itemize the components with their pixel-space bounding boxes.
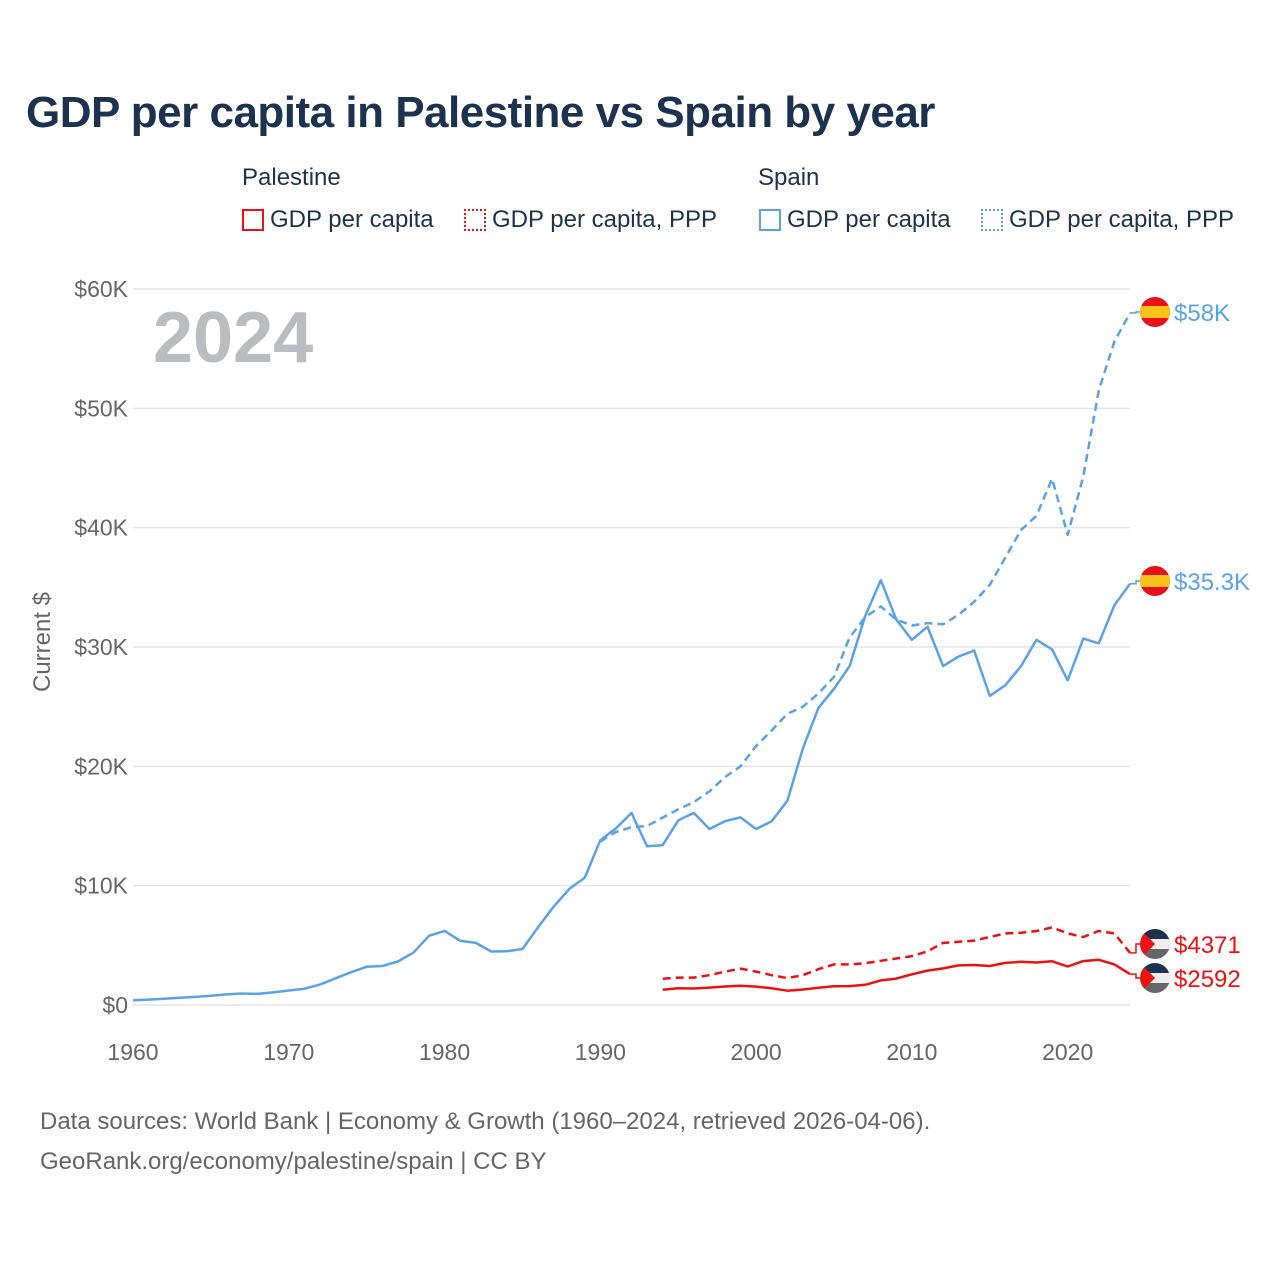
x-tick-label: 2000	[731, 1039, 782, 1065]
legend-group-palestine: Palestine	[242, 164, 341, 191]
y-tick-label: $20K	[74, 753, 128, 779]
x-tick-label: 2020	[1042, 1039, 1093, 1065]
flag-mid	[1140, 939, 1170, 949]
series-line-spain-ppp	[599, 312, 1132, 843]
end-value-label: $2592	[1174, 966, 1241, 993]
dotted-swatch-icon	[981, 209, 1003, 231]
y-tick-label: $60K	[74, 276, 128, 302]
palestine-flag-icon	[1140, 929, 1170, 959]
solid-swatch-icon	[242, 209, 264, 231]
solid-swatch-icon	[759, 209, 781, 231]
legend-item-palestine-gdp-ppp[interactable]: GDP per capita, PPP	[464, 206, 717, 234]
y-tick-label: $0	[102, 992, 128, 1018]
label-connector	[1130, 973, 1142, 979]
flag-red	[1140, 297, 1170, 327]
end-value-label: $4371	[1174, 932, 1241, 959]
label-connector	[1130, 311, 1142, 314]
spain-flag-icon	[1140, 297, 1170, 327]
legend-item-spain-gdp[interactable]: GDP per capita	[759, 206, 951, 234]
flag-yellow	[1140, 306, 1170, 318]
y-tick-label: $10K	[74, 873, 128, 899]
spain-flag-icon	[1140, 566, 1170, 596]
chart-title: GDP per capita in Palestine vs Spain by …	[26, 88, 935, 137]
footer-sources: Data sources: World Bank | Economy & Gro…	[40, 1108, 931, 1135]
y-tick-label: $50K	[74, 395, 128, 421]
legend-label: GDP per capita	[270, 206, 434, 233]
flag-red	[1140, 566, 1170, 596]
flag-mid	[1140, 973, 1170, 983]
label-connector	[1130, 943, 1142, 954]
x-tick-label: 1980	[419, 1039, 470, 1065]
series-line-palestine-ppp	[662, 926, 1131, 980]
legend-label: GDP per capita	[787, 206, 951, 233]
x-tick-label: 2010	[886, 1039, 937, 1065]
x-tick-label: 1970	[263, 1039, 314, 1065]
x-tick-label: 1990	[575, 1039, 626, 1065]
legend-group-spain: Spain	[758, 164, 820, 191]
legend-label: GDP per capita, PPP	[492, 206, 717, 233]
flag-top	[1140, 963, 1170, 973]
y-tick-label: $40K	[74, 515, 128, 541]
flag-top	[1140, 929, 1170, 939]
legend-item-palestine-gdp[interactable]: GDP per capita	[242, 206, 434, 234]
current-year-label: 2024	[153, 298, 313, 378]
flag-triangle	[1140, 929, 1155, 959]
palestine-flag-icon	[1140, 963, 1170, 993]
end-value-label: $35.3K	[1174, 569, 1250, 596]
label-connector	[1130, 580, 1142, 585]
flag-yellow	[1140, 575, 1170, 587]
flag-bottom	[1140, 983, 1170, 993]
legend-label: GDP per capita, PPP	[1009, 206, 1234, 233]
y-axis-title: Current $	[29, 592, 56, 692]
legend-item-spain-gdp-ppp[interactable]: GDP per capita, PPP	[981, 206, 1234, 234]
flag-bottom	[1140, 949, 1170, 959]
y-tick-label: $30K	[74, 634, 128, 660]
x-tick-label: 1960	[107, 1039, 158, 1065]
end-value-label: $58K	[1174, 300, 1230, 327]
dotted-swatch-icon	[464, 209, 486, 231]
series-line-spain	[132, 578, 1132, 1002]
footer-link[interactable]: GeoRank.org/economy/palestine/spain | CC…	[40, 1148, 547, 1175]
flag-triangle	[1140, 963, 1155, 993]
series-line-palestine	[662, 958, 1131, 992]
